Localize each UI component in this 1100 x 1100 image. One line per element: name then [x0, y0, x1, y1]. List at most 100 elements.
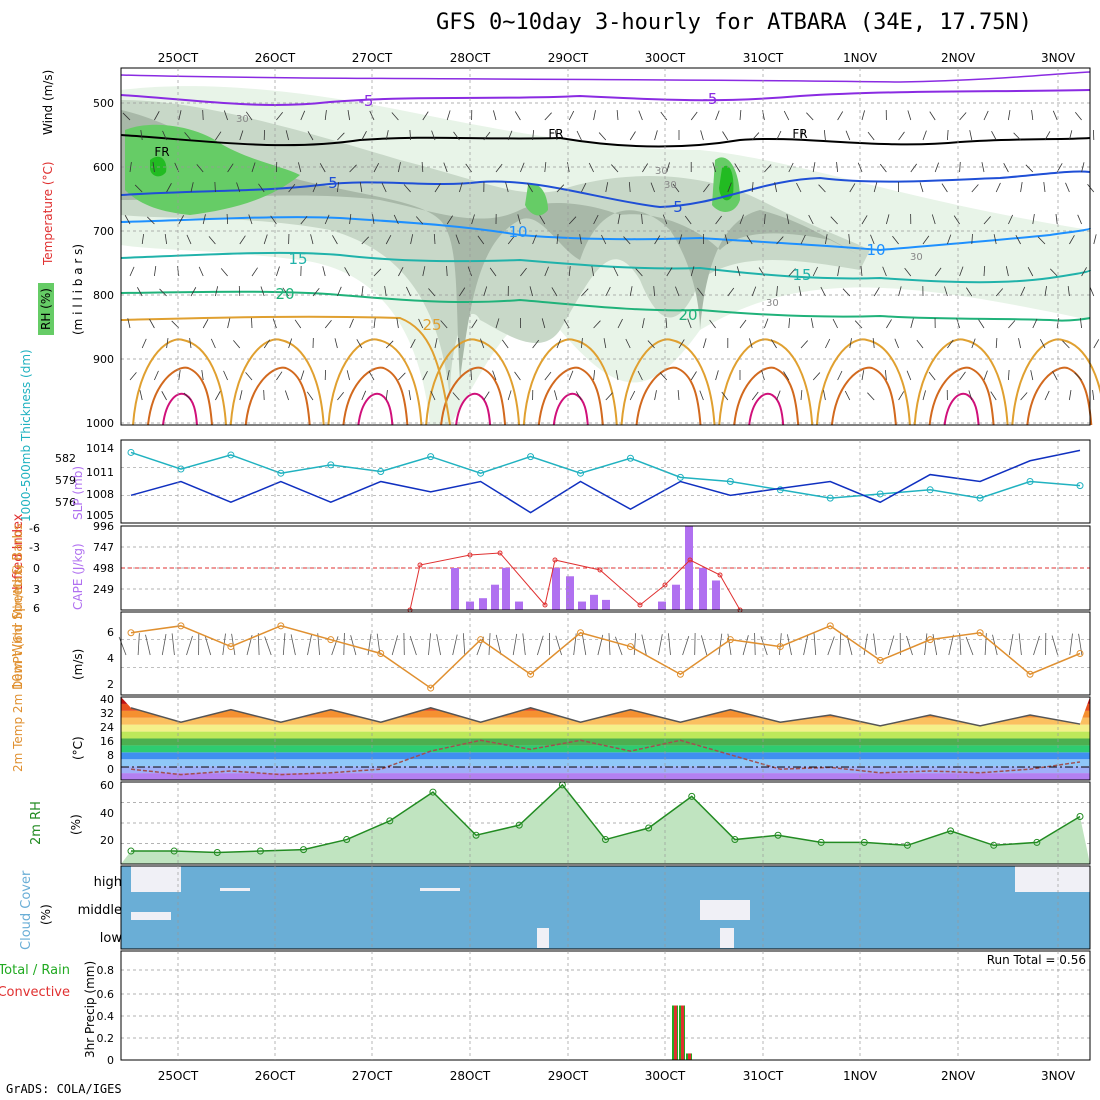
- isotherm-warm: [132, 338, 227, 426]
- wind-barb: [373, 162, 380, 173]
- wind-barb: [1074, 111, 1082, 121]
- cape-bar: [658, 601, 666, 610]
- wind10m-barb: [779, 633, 782, 656]
- wind-barb: [825, 234, 828, 245]
- series-marker: [776, 643, 784, 651]
- wind-barb: [654, 235, 661, 245]
- wind-barb: [332, 235, 338, 245]
- lifted-index-line: [409, 552, 741, 611]
- wind10m-barb: [754, 633, 756, 656]
- wind-barb: [886, 214, 890, 225]
- isotherm-line: [120, 251, 1091, 284]
- wind10m-barb: [495, 634, 502, 656]
- series-marker: [477, 469, 485, 477]
- wind-barb: [774, 182, 777, 193]
- wind-barb: [544, 112, 552, 121]
- wind-barb: [870, 234, 875, 245]
- cape-bar: [602, 599, 610, 610]
- lifted-index-marker: [687, 557, 693, 563]
- wind-barb: [749, 338, 753, 349]
- wind-barb: [734, 163, 741, 173]
- series-marker: [427, 453, 435, 461]
- wind-barb: [324, 214, 330, 225]
- wind-barb: [1044, 286, 1047, 297]
- series-marker: [300, 846, 308, 854]
- wind-barb: [959, 266, 964, 277]
- series-marker: [515, 821, 523, 829]
- wind-barb: [605, 182, 609, 193]
- wind-barb: [122, 112, 131, 121]
- wind-barb: [260, 286, 265, 297]
- series-line: [131, 783, 1081, 854]
- wind-barb: [907, 110, 912, 121]
- wind-barb: [922, 130, 927, 141]
- wind-barb: [700, 130, 704, 141]
- wind-barb: [820, 286, 826, 297]
- temp-color-band: [121, 773, 1090, 780]
- wind-barb: [226, 213, 228, 225]
- series-marker: [343, 836, 351, 844]
- wind-barb: [922, 235, 930, 245]
- wind-barb: [471, 214, 475, 225]
- wind10m-barb: [264, 636, 272, 656]
- wind-barb: [507, 235, 515, 245]
- wind-barb: [544, 162, 547, 173]
- wind-barb: [1015, 234, 1021, 245]
- wind-barb: [904, 267, 912, 277]
- wind10m-barb: [331, 636, 339, 656]
- series-line: [130, 451, 1081, 499]
- wind-barb: [830, 216, 838, 225]
- wind10m-barb: [959, 633, 962, 656]
- series-marker: [947, 827, 955, 835]
- wind-barb: [800, 340, 808, 349]
- slp-tick-label: 1014: [86, 442, 114, 455]
- pressure-tick-label: 500: [93, 97, 114, 110]
- wind10m-barb: [965, 636, 974, 656]
- lifted-tick-label: -3: [29, 541, 40, 554]
- wind-barb: [929, 111, 936, 121]
- wind10m-barb: [827, 636, 835, 656]
- wind-barb: [215, 131, 222, 141]
- wind-barb: [776, 286, 778, 297]
- wind-barb: [684, 215, 692, 225]
- wind-barb: [245, 372, 253, 381]
- wind-barb: [202, 214, 206, 225]
- wind-barb: [129, 372, 137, 381]
- wind-barb: [263, 234, 268, 245]
- wind-barb: [727, 287, 735, 297]
- wind-barb: [446, 370, 450, 381]
- wind-barb: [699, 390, 704, 401]
- wind-barb: [446, 265, 448, 277]
- series-marker: [386, 817, 394, 825]
- wind-barb: [507, 390, 512, 401]
- date-label-top: 31OCT: [743, 51, 784, 65]
- isotherm-line: [120, 134, 1091, 148]
- wind-barb: [798, 286, 802, 297]
- wind-barb: [593, 370, 596, 381]
- wind-barb: [934, 162, 939, 173]
- series-marker: [926, 636, 934, 644]
- series-marker: [926, 486, 934, 494]
- series-marker: [1033, 838, 1041, 846]
- wind-barb: [514, 111, 521, 121]
- wind-barb: [239, 130, 244, 141]
- wind-barb: [307, 131, 314, 141]
- date-label-bottom: 27OCT: [352, 1069, 393, 1083]
- wind-barb: [861, 215, 868, 225]
- lifted-tick-label: 0: [33, 562, 40, 575]
- wind-barb: [873, 182, 878, 193]
- wind-barb: [554, 390, 558, 401]
- wind-barb: [751, 286, 757, 297]
- wind-barb: [337, 132, 345, 141]
- wind-barb: [983, 216, 991, 225]
- wind-barb: [166, 338, 169, 349]
- wind10m-tick-label: 2: [107, 678, 114, 691]
- wind10m-barb: [376, 633, 381, 656]
- wind-barb: [892, 235, 899, 245]
- wind-barb: [947, 339, 954, 349]
- isotherm-hot: [733, 366, 800, 426]
- wind10m-barb: [555, 635, 562, 656]
- wind-barb: [385, 130, 389, 141]
- wind-barb: [625, 338, 631, 349]
- wind-barb: [272, 318, 277, 329]
